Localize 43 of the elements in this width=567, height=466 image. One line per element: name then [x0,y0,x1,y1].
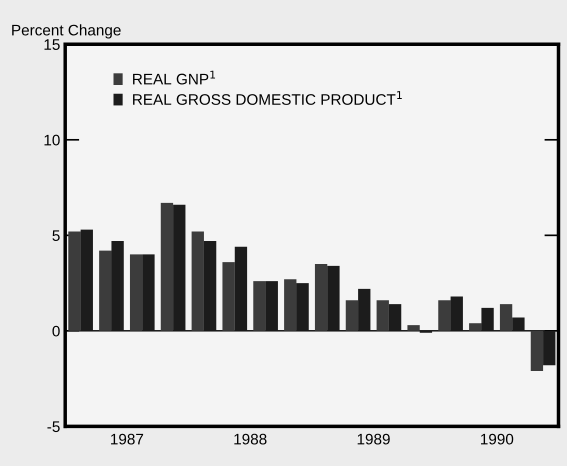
bar [99,250,112,331]
legend-label: REAL GNP$^{1}$ [133,70,216,85]
bar [80,230,93,331]
x-tick-label: 1987 [111,434,144,445]
bar [327,266,340,331]
y-tick-label: 10 [44,134,60,146]
bar [160,202,174,331]
y-axis-title: Percent Change [12,24,121,39]
bar [450,296,463,331]
x-tick-label: 1989 [358,434,390,445]
bar [358,288,370,331]
y-tick-label: -5 [47,421,60,432]
x-tick-label: 1988 [234,434,267,445]
bar [438,300,451,331]
bar [512,317,525,331]
legend-label: REAL GROSS DOMESTIC PRODUCT$^{1}$ [133,91,402,105]
bar [68,232,81,331]
bar [500,304,512,331]
x-tick-label: 1990 [481,434,514,445]
bar [204,241,216,331]
bar [142,254,155,331]
y-tick-label: 15 [44,39,60,50]
bar [346,300,358,331]
bar [284,279,296,331]
y-tick-label: 0 [52,326,60,337]
bar [111,241,124,331]
bar [314,264,328,331]
bar [173,204,186,331]
bar [481,308,494,331]
bar [222,262,235,331]
bar [266,281,278,331]
y-tick-label: 5 [52,230,60,242]
bar [296,283,309,331]
bar [388,304,402,331]
bar [192,232,204,331]
bar [234,246,248,331]
bar [407,325,420,331]
bar [376,300,389,331]
bar [130,254,142,331]
bar [530,330,544,371]
bar [543,330,556,366]
bar [253,281,266,331]
bar [469,323,482,331]
